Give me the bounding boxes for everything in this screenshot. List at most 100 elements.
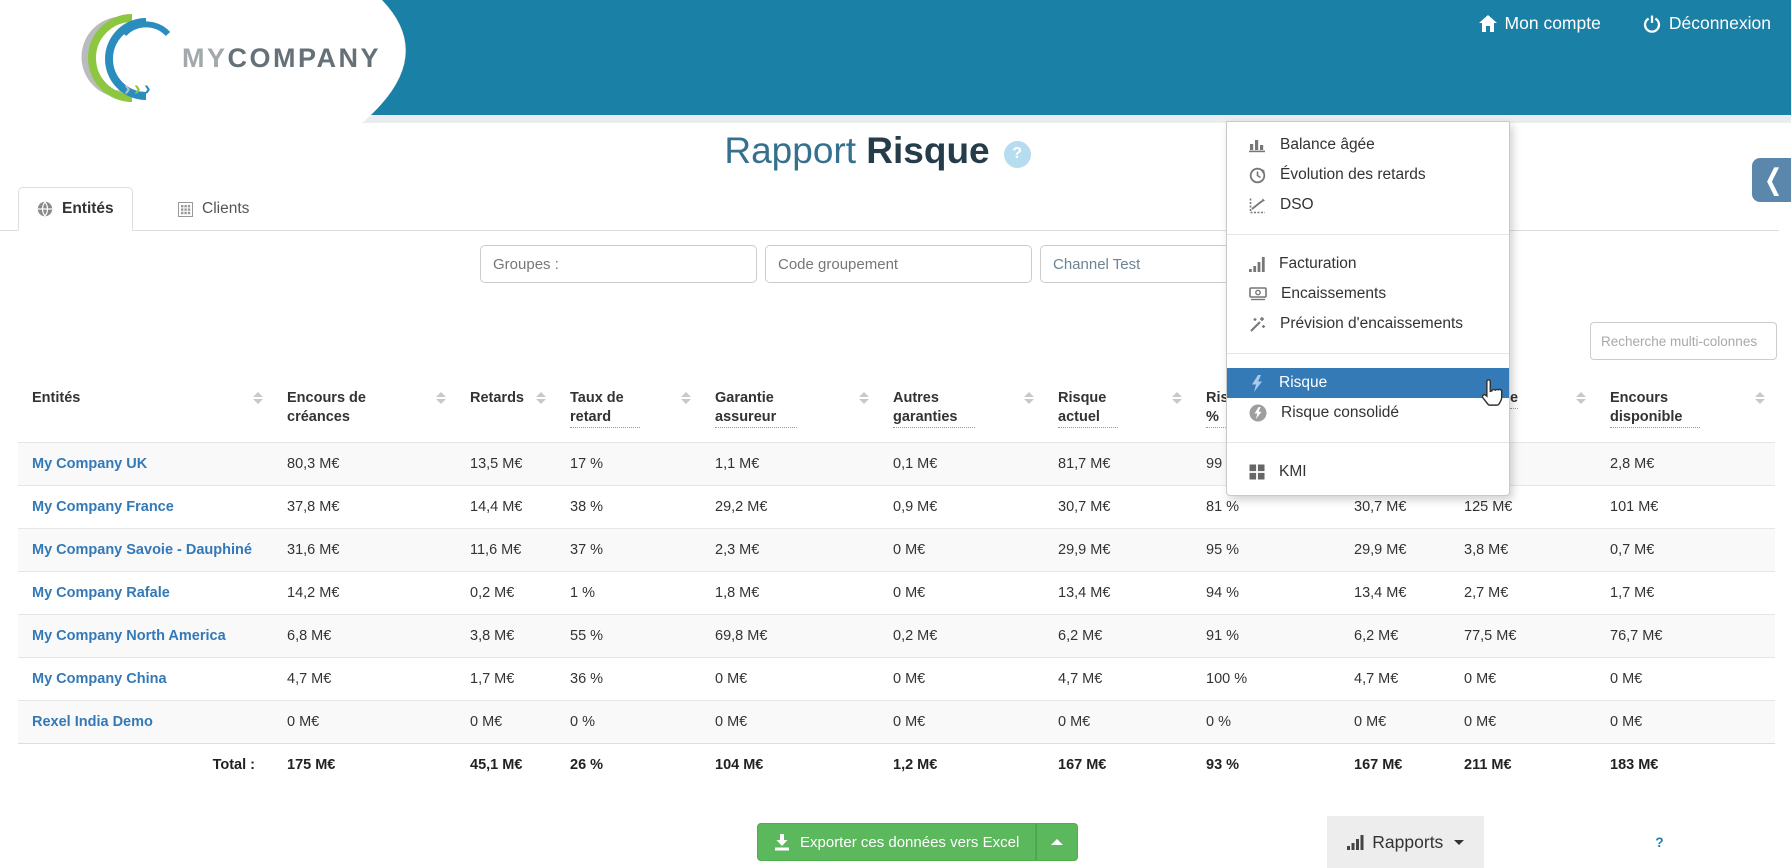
- col-header-entites[interactable]: Entités: [18, 383, 273, 443]
- tab-strip: Entités Clients: [0, 188, 1779, 231]
- col-header-risque-actuel[interactable]: Risque actuel: [1044, 383, 1192, 443]
- cell: 1,7 M€: [1596, 572, 1775, 615]
- cell: 0 M€: [879, 529, 1044, 572]
- cell: 1,1 M€: [701, 443, 879, 486]
- sort-icon[interactable]: [1755, 392, 1765, 404]
- menu-item-facturation[interactable]: Facturation: [1227, 249, 1509, 279]
- menu-item-dso[interactable]: DSO: [1227, 190, 1509, 220]
- table-row: My Company Rafale 14,2 M€0,2 M€1 %1,8 M€…: [18, 572, 1775, 615]
- table-row: My Company North America 6,8 M€3,8 M€55 …: [18, 615, 1775, 658]
- cell: 0,7 M€: [1596, 529, 1775, 572]
- cell: 1,7 M€: [456, 658, 556, 701]
- col-header-encours-disponible[interactable]: Encours disponible: [1596, 383, 1775, 443]
- sort-icon[interactable]: [859, 392, 869, 404]
- account-link[interactable]: Mon compte: [1479, 13, 1601, 34]
- col-header-label: Encours de créances: [287, 389, 382, 427]
- menu-item-kmi[interactable]: KMI: [1227, 457, 1509, 487]
- cell: 0 %: [1192, 701, 1340, 744]
- nav-rapports[interactable]: Rapports: [1327, 816, 1484, 868]
- table-row: My Company France 37,8 M€14,4 M€38 %29,2…: [18, 486, 1775, 529]
- table-header-row: Entités Encours de créances Retards Taux…: [18, 383, 1775, 443]
- table-row: Rexel India Demo 0 M€0 M€0 %0 M€0 M€0 M€…: [18, 701, 1775, 744]
- col-header-garantie-assureur[interactable]: Garantie assureur: [701, 383, 879, 443]
- total-label: Total :: [18, 744, 273, 787]
- cell: 0,2 M€: [879, 615, 1044, 658]
- col-header-encours-creances[interactable]: Encours de créances: [273, 383, 456, 443]
- menu-item-prevision-encaissements[interactable]: Prévision d'encaissements: [1227, 309, 1509, 339]
- menu-divider: [1227, 442, 1509, 443]
- cell: 14,4 M€: [456, 486, 556, 529]
- search-icon: [1756, 833, 1775, 852]
- nav-aide[interactable]: ? Aide: [1648, 816, 1714, 868]
- entity-link[interactable]: My Company France: [18, 486, 273, 529]
- cell: 0 M€: [1340, 701, 1450, 744]
- tab-entites[interactable]: Entités: [18, 187, 133, 231]
- menu-item-encaissements[interactable]: Encaissements: [1227, 279, 1509, 309]
- cell: 81,7 M€: [1044, 443, 1192, 486]
- sort-icon[interactable]: [1576, 392, 1586, 404]
- menu-item-label: Facturation: [1279, 255, 1357, 273]
- cell: 38 %: [556, 486, 701, 529]
- cell: 0,2 M€: [456, 572, 556, 615]
- sort-icon[interactable]: [1024, 392, 1034, 404]
- tab-clients[interactable]: Clients: [160, 187, 267, 231]
- col-header-label: Encours disponible: [1610, 389, 1700, 428]
- entity-link[interactable]: My Company China: [18, 658, 273, 701]
- cell: 0,1 M€: [879, 443, 1044, 486]
- nav-admin[interactable]: ⚙ Admin: [1504, 816, 1604, 868]
- cell: 95 %: [1192, 529, 1340, 572]
- export-split-button: Exporter ces données vers Excel: [757, 823, 1078, 861]
- menu-item-label: Balance âgée: [1280, 136, 1375, 154]
- cell: 37 %: [556, 529, 701, 572]
- menu-item-risque-consolide[interactable]: Risque consolidé: [1227, 398, 1509, 428]
- cell: 11,6 M€: [456, 529, 556, 572]
- hand-cursor: [1478, 378, 1505, 409]
- col-header-taux-retard[interactable]: Taux de retard: [556, 383, 701, 443]
- col-header-autres-garanties[interactable]: Autres garanties: [879, 383, 1044, 443]
- export-excel-button[interactable]: Exporter ces données vers Excel: [757, 823, 1036, 861]
- multi-column-search-input[interactable]: [1590, 322, 1777, 360]
- groupes-filter-input[interactable]: [480, 245, 757, 283]
- clients-building-icon: [178, 202, 193, 217]
- cell: 4,7 M€: [273, 658, 456, 701]
- menu-item-risque[interactable]: Risque: [1227, 368, 1509, 398]
- total-cell: 175 M€: [273, 744, 456, 787]
- title-help-icon[interactable]: ?: [1004, 141, 1031, 168]
- code-groupement-filter-input[interactable]: [765, 245, 1032, 283]
- cell: 0 M€: [879, 572, 1044, 615]
- clock-refresh-icon: [1249, 167, 1266, 184]
- entity-link[interactable]: Rexel India Demo: [18, 701, 273, 744]
- export-options-button[interactable]: [1036, 823, 1078, 861]
- cell: 0 M€: [273, 701, 456, 744]
- sort-icon[interactable]: [536, 392, 546, 404]
- nav-search[interactable]: [1754, 816, 1777, 868]
- side-panel-toggle[interactable]: ❮: [1752, 158, 1791, 202]
- total-cell: 167 M€: [1044, 744, 1192, 787]
- entity-link[interactable]: My Company Rafale: [18, 572, 273, 615]
- aged-balance-icon: [1249, 137, 1266, 153]
- entity-link[interactable]: My Company Savoie - Dauphiné: [18, 529, 273, 572]
- logout-link[interactable]: Déconnexion: [1643, 13, 1771, 34]
- cell: 1,8 M€: [701, 572, 879, 615]
- menu-item-evolution-retards[interactable]: Évolution des retards: [1227, 160, 1509, 190]
- sort-icon[interactable]: [436, 392, 446, 404]
- cell: 0 M€: [1450, 658, 1596, 701]
- col-header-label: Risque actuel: [1058, 389, 1118, 428]
- entity-link[interactable]: My Company North America: [18, 615, 273, 658]
- nav-vue-globale[interactable]: Vue globale: [1185, 816, 1308, 868]
- col-header-label: e: [1510, 389, 1518, 409]
- menu-item-balance-agee[interactable]: Balance âgée: [1227, 130, 1509, 160]
- col-header-label: Entités: [32, 389, 80, 408]
- sort-icon[interactable]: [1172, 392, 1182, 404]
- total-cell: 211 M€: [1450, 744, 1596, 787]
- bar-chart-icon: [1347, 835, 1364, 850]
- menu-divider: [1227, 353, 1509, 354]
- menu-item-label: DSO: [1280, 196, 1314, 214]
- col-header-retards[interactable]: Retards: [456, 383, 556, 443]
- sort-icon[interactable]: [253, 392, 263, 404]
- entity-link[interactable]: My Company UK: [18, 443, 273, 486]
- line-chart-icon: [1249, 197, 1266, 214]
- cell: 6,2 M€: [1044, 615, 1192, 658]
- company-logo[interactable]: › › › MYCOMPANY: [78, 12, 381, 104]
- sort-icon[interactable]: [681, 392, 691, 404]
